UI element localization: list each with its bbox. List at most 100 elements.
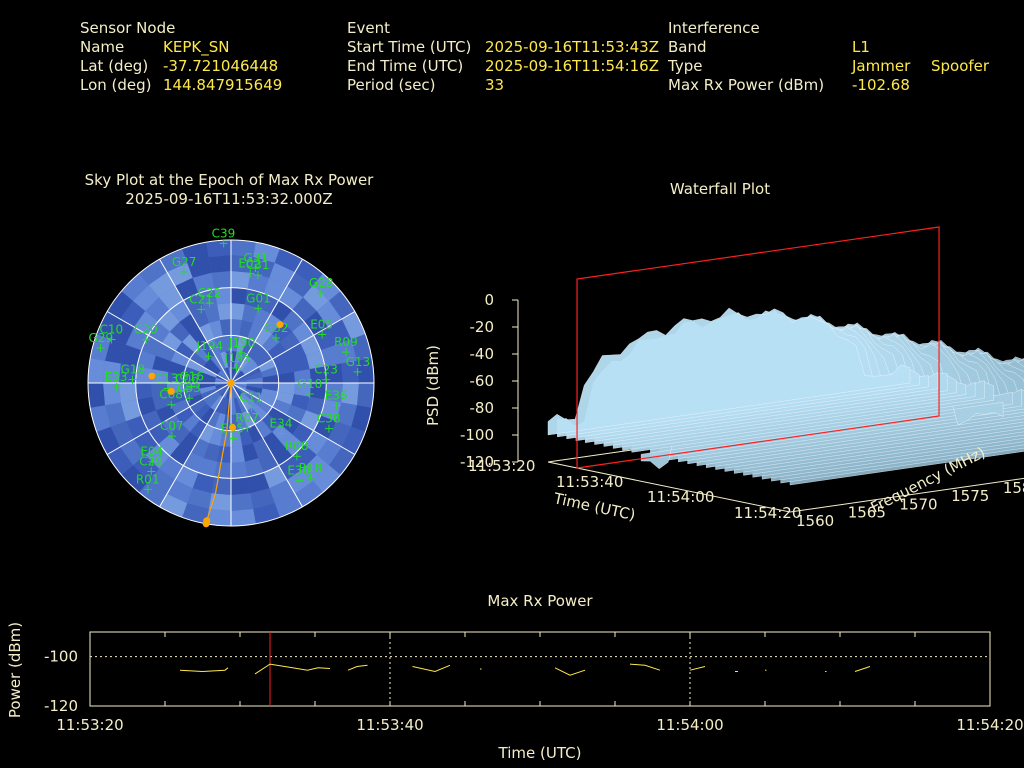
skyplot-tile (175, 277, 199, 300)
band-value: L1 (852, 38, 870, 56)
satellite-label: C07 (160, 419, 184, 433)
waterfall-psd-tick-label: -20 (470, 318, 495, 336)
satellite-label: J195 (223, 351, 250, 365)
skyplot-tile (239, 428, 253, 447)
satellite-marker (182, 385, 191, 394)
interference-heading: Interference (668, 19, 760, 37)
skyplot-tile (148, 272, 175, 298)
satellite-marker (128, 375, 137, 384)
maxpower-y-axis-title: Power (dBm) (6, 622, 24, 718)
skyplot-tile (321, 344, 342, 367)
skyplot-tile (341, 311, 367, 340)
skyplot-tile (110, 319, 135, 345)
waterfall-psd-tick-label: -80 (470, 399, 495, 417)
satellite-marker (295, 476, 304, 485)
waterfall-title: Waterfall Plot (669, 180, 771, 198)
skyplot-tile (170, 399, 190, 415)
maxpower-series-segment (179, 667, 229, 673)
skyplot-tile (167, 361, 186, 375)
skyplot-tile (183, 374, 200, 383)
skyplot-tile (132, 284, 160, 312)
skyplot-tile (228, 367, 231, 383)
waterfall-psd-tick-label: -100 (460, 426, 494, 444)
skyplot-tile (295, 481, 324, 508)
satellite-marker (271, 334, 280, 343)
skyplot-tile (263, 277, 287, 300)
skyplot-tile (200, 388, 218, 399)
skyplot-tile (325, 363, 343, 383)
skyplot-tile (246, 383, 263, 389)
skyplot-tile (132, 454, 160, 482)
skyplot-tile (215, 377, 231, 383)
skyplot-tile (148, 468, 175, 494)
skyplot-tile (241, 358, 256, 373)
skyplot-tile (215, 352, 226, 370)
skyplot-tile (189, 399, 207, 414)
satellite-marker (96, 344, 105, 353)
skyplot-tile (231, 383, 237, 399)
satellite-label: C22 (198, 286, 222, 300)
maxpower-series-segment (554, 667, 586, 676)
satellite-label: E04 (140, 445, 163, 459)
maxpower-plot-frame (89, 631, 991, 707)
satellite-label: C20 (134, 323, 158, 337)
skyplot-tile (217, 446, 231, 463)
skyplot-tile (287, 468, 314, 494)
skyplot-tile (167, 371, 184, 383)
skyplot-tile (169, 299, 191, 322)
satellite-marker (219, 239, 228, 248)
skyplot-tile (244, 388, 262, 399)
satellite-label: C33 (177, 381, 201, 395)
skyplot-tile (255, 352, 273, 367)
skyplot-tile (255, 327, 273, 347)
skyplot-tile (175, 407, 195, 425)
skyplot-tile (262, 383, 279, 392)
skyplot-tile (336, 402, 358, 427)
skyplot-tile (181, 413, 201, 433)
skyplot-tile (314, 327, 337, 351)
satellite-label: G01 (246, 291, 271, 305)
skyplot-tile (306, 350, 326, 370)
skyplot-tile (242, 443, 259, 462)
skyplot-tile (247, 272, 270, 293)
skyplot-tile (120, 465, 149, 494)
satellite-marker (292, 452, 301, 461)
satellite-marker (353, 367, 362, 376)
waterfall-psd-axis-title: PSD (dBm) (424, 345, 442, 426)
skyplot-tile (175, 466, 199, 489)
skyplot-tile (251, 346, 268, 363)
skyplot-tile (327, 319, 352, 345)
skyplot-tile (88, 357, 105, 383)
skyplot-tile (120, 300, 146, 327)
skyplot-tile (106, 447, 133, 476)
skyplot-tile (236, 413, 248, 431)
satellite-marker (187, 382, 196, 391)
skyplot-tile (167, 391, 186, 405)
satellite-label: E05 (310, 318, 333, 332)
satellite-marker (246, 269, 255, 278)
skyplot-tile (329, 447, 356, 476)
skyplot-tile (292, 321, 315, 343)
skyplot-tile (220, 398, 229, 415)
skyplot-tile (159, 286, 183, 310)
satellite-marker (185, 394, 194, 403)
satellite-label: G13 (346, 355, 371, 369)
satellite-marker (305, 390, 314, 399)
max-power-value: -102.68 (852, 76, 910, 94)
interferer-point (167, 387, 175, 395)
skyplot-tile (325, 383, 343, 403)
maxpower-series-segment (854, 666, 871, 672)
skyplot-tile (246, 372, 263, 381)
skyplot-tile (207, 337, 221, 356)
satellite-marker (205, 299, 214, 308)
skyplot-tile (314, 415, 337, 439)
skyplot-tile (252, 438, 271, 459)
skyplot-tile (236, 335, 248, 353)
skyplot-tile (231, 383, 234, 399)
skyplot-tile (231, 271, 251, 289)
satellite-marker (251, 263, 260, 272)
skyplot-tile (152, 355, 171, 372)
skyplot-tile (286, 343, 307, 362)
waterfall-time-axis (547, 461, 791, 513)
